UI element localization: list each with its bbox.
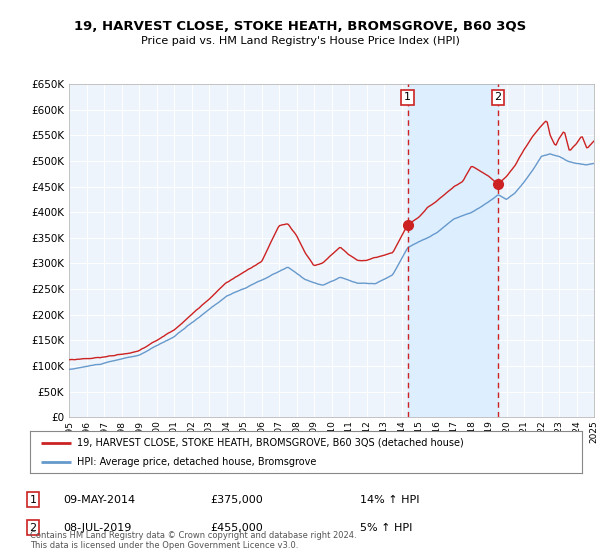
Text: 2: 2 — [29, 522, 37, 533]
Text: 14% ↑ HPI: 14% ↑ HPI — [360, 494, 419, 505]
Text: 08-JUL-2019: 08-JUL-2019 — [63, 522, 131, 533]
Text: HPI: Average price, detached house, Bromsgrove: HPI: Average price, detached house, Brom… — [77, 457, 316, 467]
Text: Contains HM Land Registry data © Crown copyright and database right 2024.
This d: Contains HM Land Registry data © Crown c… — [30, 530, 356, 550]
Text: 19, HARVEST CLOSE, STOKE HEATH, BROMSGROVE, B60 3QS: 19, HARVEST CLOSE, STOKE HEATH, BROMSGRO… — [74, 20, 526, 32]
Bar — [407, 84, 498, 417]
Text: £455,000: £455,000 — [210, 522, 263, 533]
Text: 19, HARVEST CLOSE, STOKE HEATH, BROMSGROVE, B60 3QS (detached house): 19, HARVEST CLOSE, STOKE HEATH, BROMSGRO… — [77, 437, 464, 447]
Text: 1: 1 — [29, 494, 37, 505]
Text: 09-MAY-2014: 09-MAY-2014 — [63, 494, 135, 505]
Text: Price paid vs. HM Land Registry's House Price Index (HPI): Price paid vs. HM Land Registry's House … — [140, 36, 460, 46]
Text: 2: 2 — [494, 92, 502, 102]
Text: 1: 1 — [404, 92, 411, 102]
Text: 5% ↑ HPI: 5% ↑ HPI — [360, 522, 412, 533]
Text: £375,000: £375,000 — [210, 494, 263, 505]
